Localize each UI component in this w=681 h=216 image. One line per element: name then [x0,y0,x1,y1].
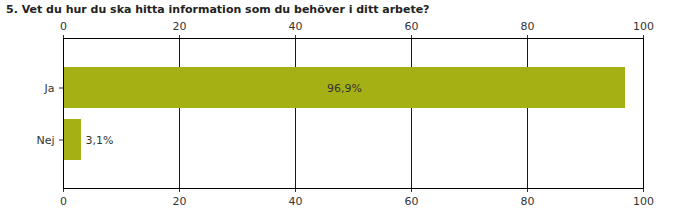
svg-text:0: 0 [60,20,67,33]
svg-text:40: 40 [289,195,303,208]
svg-text:60: 60 [405,195,419,208]
svg-text:40: 40 [289,20,303,33]
svg-text:60: 60 [405,20,419,33]
svg-text:20: 20 [173,20,187,33]
svg-text:96,9%: 96,9% [327,82,362,95]
svg-text:20: 20 [173,195,187,208]
svg-text:100: 100 [633,195,654,208]
svg-text:80: 80 [521,195,535,208]
html-text:5. Vet du hur du ska hitta inf: 5. Vet du hur du ska hitta information s… [6,3,430,16]
svg-text:Nej: Nej [36,134,54,147]
svg-text:3,1%: 3,1% [85,134,113,147]
svg-text:100: 100 [633,20,654,33]
svg-text:0: 0 [60,195,67,208]
svg-text:80: 80 [521,20,535,33]
svg-text:Ja: Ja [44,82,55,95]
